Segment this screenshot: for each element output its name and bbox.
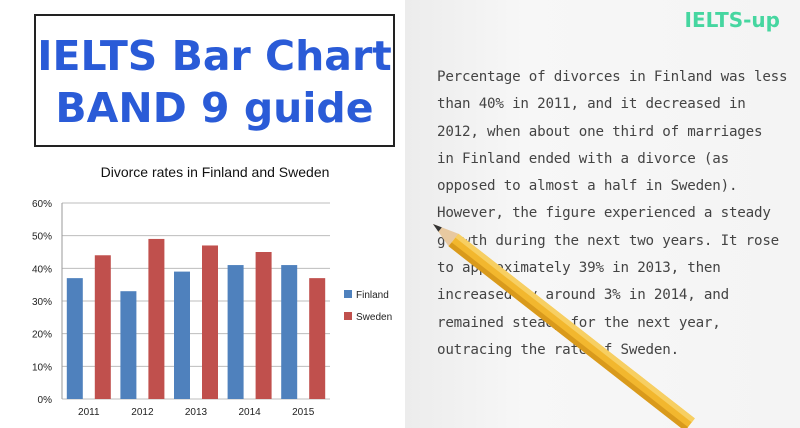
y-tick-label: 50%	[32, 232, 52, 243]
y-tick-label: 20%	[32, 330, 52, 341]
essay-line: increased by around 3% in 2014, and	[437, 287, 729, 304]
essay-line: than 40% in 2011, and it decreased in	[437, 96, 746, 113]
title-line-2: BAND 9 guide	[55, 84, 374, 132]
bar-sweden	[309, 278, 326, 399]
bar-finland	[120, 291, 137, 399]
essay-line: Percentage of divorces in Finland was le…	[437, 69, 788, 85]
legend-label: Finland	[356, 290, 389, 301]
essay-line: growth during the next two years. It ros…	[437, 232, 780, 249]
title-box: IELTS Bar Chart BAND 9 guide	[34, 14, 395, 147]
essay-line: However, the figure experienced a steady	[437, 205, 771, 222]
chart-title: Divorce rates in Finland and Sweden	[100, 164, 330, 180]
essay-text: Percentage of divorces in Finland was le…	[437, 64, 797, 364]
y-tick-label: 10%	[32, 362, 52, 373]
bar-sweden	[94, 255, 111, 399]
x-tick-label: 2011	[78, 407, 100, 418]
essay-line: outracing the rate of Sweden.	[437, 341, 679, 358]
x-tick-label: 2013	[185, 407, 208, 418]
right-panel: IELTS-up Percentage of divorces in Finla…	[405, 0, 800, 428]
bar-sweden	[255, 252, 272, 399]
legend-swatch	[344, 290, 352, 298]
y-tick-label: 30%	[32, 297, 52, 308]
y-tick-label: 40%	[32, 264, 52, 275]
bar-chart: 0% 10% 20% 30% 40% 50% 60% 2011 2012 2013 2014 2015…	[32, 199, 392, 418]
bar-sweden	[148, 238, 165, 399]
essay-line: 2012, when about one third of marriages	[437, 123, 763, 140]
legend-swatch	[344, 312, 352, 320]
essay-line: opposed to almost a half in Sweden).	[437, 178, 738, 195]
bar-finland	[66, 278, 83, 399]
left-panel: IELTS Bar Chart BAND 9 guide Divorce rat…	[0, 0, 405, 428]
x-tick-label: 2015	[292, 407, 315, 418]
bar-finland	[174, 271, 190, 399]
y-tick-label: 0%	[38, 395, 53, 406]
brand-logo: IELTS-up	[684, 8, 780, 32]
x-tick-label: 2014	[238, 407, 261, 418]
y-tick-label: 60%	[32, 199, 52, 210]
title-line-1: IELTS Bar Chart	[37, 32, 392, 80]
bar-sweden	[202, 245, 218, 399]
bar-finland	[227, 265, 244, 399]
essay-line: remained steady for the next year,	[437, 314, 721, 331]
essay-line: to approximately 39% in 2013, then	[437, 260, 721, 277]
bar-finland	[281, 265, 298, 399]
legend-label: Sweden	[356, 312, 392, 323]
x-tick-label: 2012	[131, 407, 154, 418]
essay-line: in Finland ended with a divorce (as	[437, 150, 729, 167]
